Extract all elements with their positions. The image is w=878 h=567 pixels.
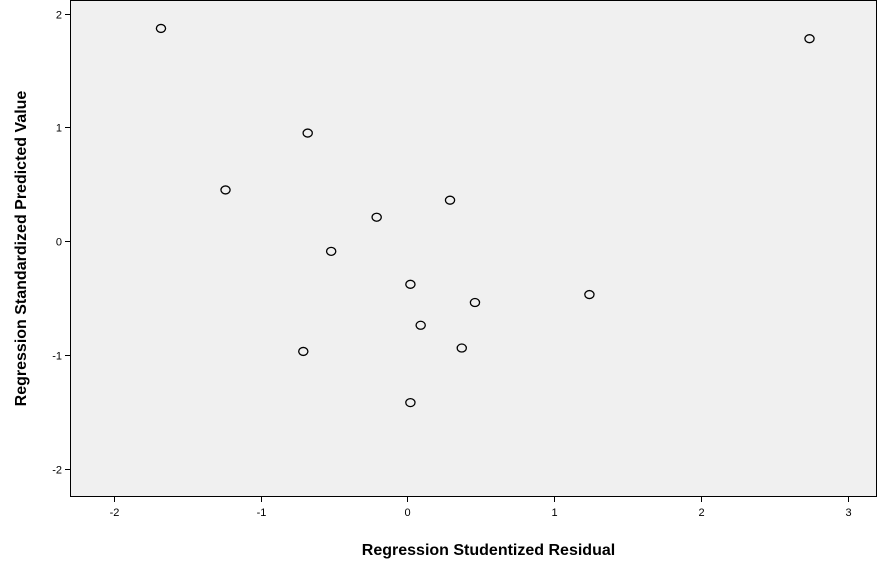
y-tick-label: 1 <box>56 123 62 135</box>
y-tick-label: 0 <box>56 237 62 249</box>
x-tick-label: 1 <box>551 507 557 519</box>
plot-area <box>71 1 877 497</box>
x-axis: -2 -1 0 1 2 3 <box>110 497 852 519</box>
x-axis-title: Regression Studentized Residual <box>362 542 615 559</box>
y-axis: 2 1 0 -1 -2 <box>52 10 70 477</box>
y-tick-label: -2 <box>52 465 62 477</box>
y-tick-label: 2 <box>56 10 62 22</box>
x-tick-label: 0 <box>404 507 410 519</box>
y-tick-label: -1 <box>52 351 62 363</box>
y-axis-title: Regression Standardized Predicted Value <box>13 91 30 407</box>
x-tick-label: 2 <box>698 507 704 519</box>
x-tick-label: -1 <box>257 507 267 519</box>
x-tick-label: 3 <box>845 507 851 519</box>
x-tick-label: -2 <box>110 507 120 519</box>
